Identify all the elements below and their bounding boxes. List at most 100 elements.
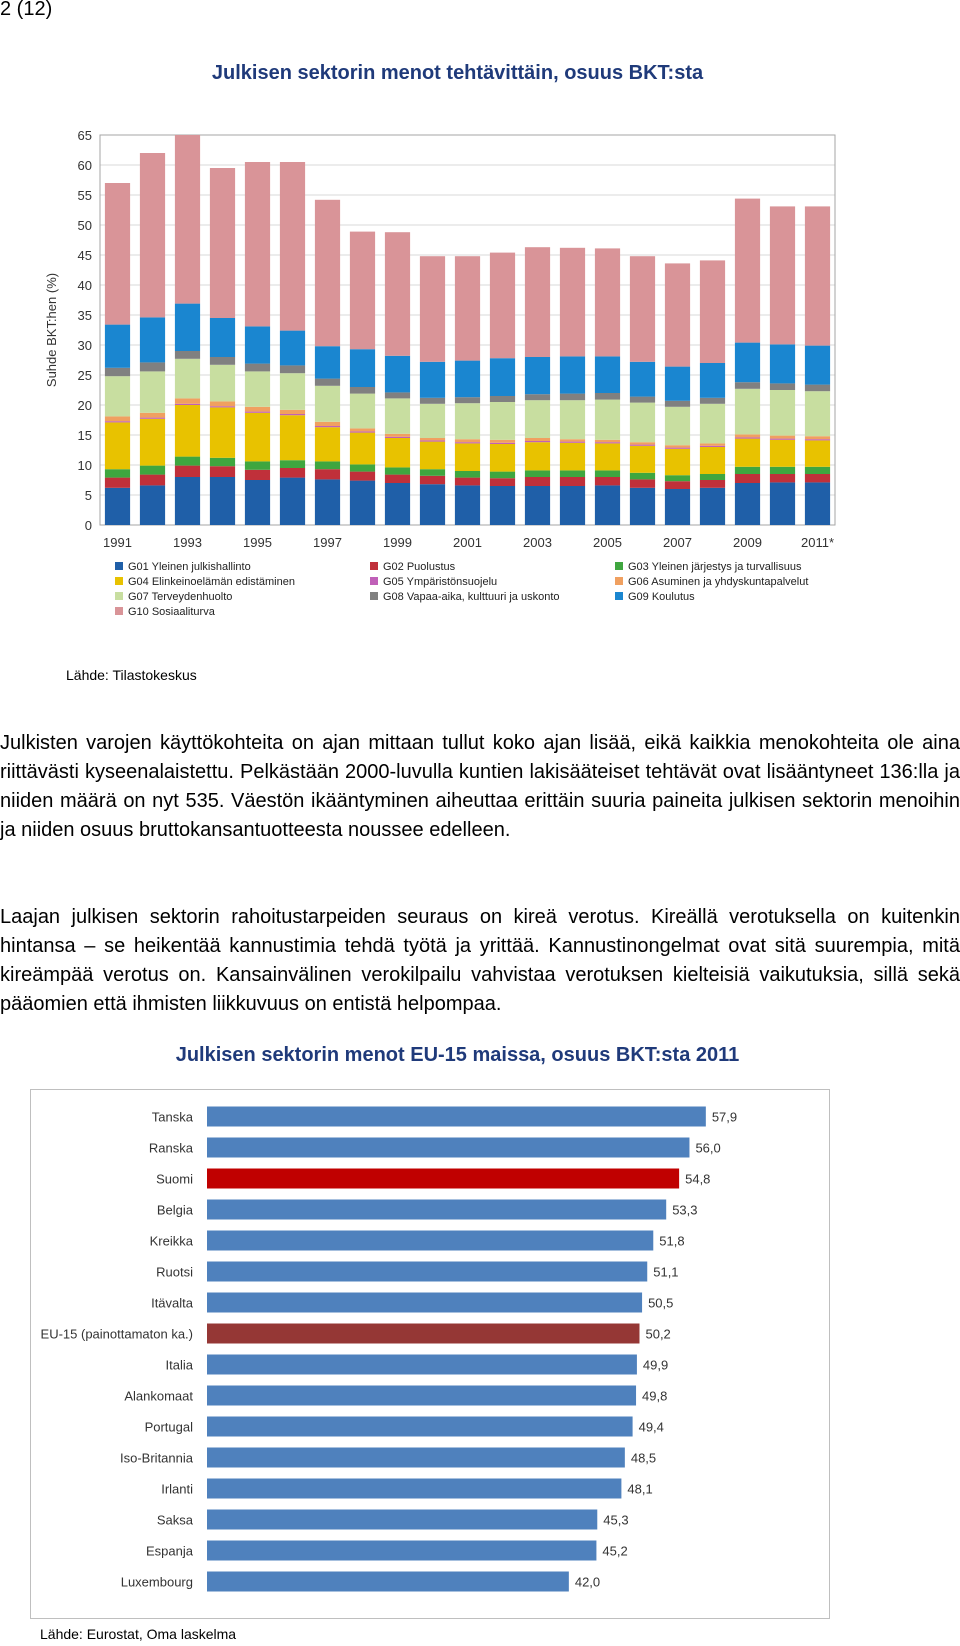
chart1-bar-segment — [594, 248, 621, 357]
chart1-bar-segment — [244, 480, 271, 525]
chart2-category-label: Luxembourg — [121, 1575, 193, 1590]
chart1-bar-segment — [489, 444, 516, 472]
chart2-value-label: 51,1 — [653, 1265, 678, 1280]
chart1-bar-segment — [454, 256, 481, 361]
chart1-bar-segment — [419, 440, 446, 442]
chart1-bar-segment — [279, 409, 306, 414]
chart1-y-tick-label: 5 — [85, 488, 92, 503]
page-number: 2 (12) — [0, 0, 53, 20]
chart1-bar-segment — [699, 445, 726, 447]
chart1-bar-segment — [349, 471, 376, 481]
chart1-bar-segment — [419, 403, 446, 438]
chart1-bar-segment — [244, 412, 271, 462]
chart1-bar-segment — [139, 465, 166, 475]
chart1-bar-segment — [139, 362, 166, 372]
chart1-bar-segment — [209, 466, 236, 477]
chart1-bar-segment — [769, 474, 796, 483]
chart1-bar-segment — [454, 485, 481, 525]
chart1-bar-segment — [209, 318, 236, 357]
chart1-bar-segment — [244, 162, 271, 327]
chart1-bar-segment — [804, 440, 831, 467]
chart1-legend-swatch — [370, 577, 378, 585]
chart1-legend-label: G04 Elinkeinoelämän edistäminen — [128, 576, 295, 588]
chart1-y-tick-label: 40 — [78, 278, 92, 293]
chart1-bar-segment — [594, 393, 621, 400]
chart1-bar-segment — [594, 443, 621, 471]
chart1-bar-segment — [734, 198, 761, 343]
chart1-x-tick-label: 1993 — [173, 535, 202, 550]
chart2-horizontal-bar-chart: Tanska 57,9 Ranska 56,0 Suomi 54,8 Belgia 53,3 K… — [30, 1089, 830, 1619]
chart2-value-label: 49,9 — [643, 1358, 668, 1373]
chart2-value-label: 57,9 — [712, 1110, 737, 1125]
chart1-x-tick-label: 2007 — [663, 535, 692, 550]
chart1-y-tick-label: 20 — [78, 398, 92, 413]
chart1-bar-segment — [454, 477, 481, 486]
chart1-y-tick-label: 25 — [78, 368, 92, 383]
chart1-bar-segment — [699, 397, 726, 404]
chart1-bar-segment — [104, 487, 131, 525]
chart1-bar-segment — [734, 483, 761, 525]
chart1-bar-segment — [454, 360, 481, 398]
chart1-bar-segment — [104, 469, 131, 478]
chart2-bar — [207, 1106, 706, 1127]
chart2-bar — [207, 1509, 598, 1530]
chart1-x-tick-label: 1997 — [313, 535, 342, 550]
chart1-bar-segment — [559, 247, 586, 357]
chart1-bar-segment — [384, 436, 411, 438]
chart1-bar-segment — [629, 396, 656, 403]
chart2-value-label: 42,0 — [575, 1575, 600, 1590]
chart1-bar-segment — [804, 482, 831, 525]
chart1-legend-swatch — [115, 607, 123, 615]
chart1-bar-segment — [349, 393, 376, 429]
chart1-bar-segment — [629, 472, 656, 480]
chart1-x-tick-label: 1995 — [243, 535, 272, 550]
chart1-legend-label: G08 Vapaa-aika, kulttuuri ja uskonto — [383, 591, 560, 603]
chart1-bar-segment — [384, 467, 411, 475]
chart2-category-label: Alankomaat — [124, 1389, 193, 1404]
chart1-bar-segment — [174, 398, 201, 404]
chart1-bar-segment — [244, 411, 271, 413]
chart1-bar-segment — [384, 398, 411, 434]
chart1-bar-segment — [769, 482, 796, 525]
chart1-bar-segment — [699, 474, 726, 480]
chart2-value-label: 54,8 — [685, 1172, 710, 1187]
chart2-title: Julkisen sektorin menot EU-15 maissa, os… — [175, 1044, 740, 1066]
chart1-bar-segment — [629, 402, 656, 443]
chart1-y-tick-label: 10 — [78, 458, 92, 473]
chart2-category-label: Tanska — [152, 1110, 194, 1125]
chart2-bar — [207, 1230, 654, 1251]
chart1-bar-segment — [804, 439, 831, 441]
chart1-y-tick-label: 45 — [78, 248, 92, 263]
chart1-bar-segment — [349, 480, 376, 525]
chart2-category-label: Saksa — [157, 1513, 194, 1528]
chart1-bar-segment — [419, 397, 446, 404]
chart1-x-tick-label: 2003 — [523, 535, 552, 550]
body-paragraph-1: Julkisten varojen käyttökohteita on ajan… — [0, 732, 960, 841]
chart1-bar-segment — [699, 260, 726, 363]
chart1-y-tick-label: 65 — [78, 128, 92, 143]
chart1-bar-segment — [629, 479, 656, 488]
chart1-bar-segment — [734, 466, 761, 474]
chart1-bar-segment — [629, 445, 656, 473]
chart1-bar-segment — [279, 477, 306, 525]
chart2-value-label: 45,2 — [602, 1544, 627, 1559]
chart1-bar-segment — [769, 344, 796, 384]
chart1-bar-segment — [594, 477, 621, 486]
chart2-value-label: 50,2 — [645, 1327, 670, 1342]
chart1-bar-segment — [174, 456, 201, 466]
chart1-bar-segment — [559, 393, 586, 401]
chart1-legend-label: G09 Koulutus — [628, 591, 695, 603]
chart1-bar-segment — [209, 168, 236, 318]
chart1-bar-segment — [524, 357, 551, 395]
chart2-bar — [207, 1323, 640, 1344]
chart1-bar-segment — [664, 447, 691, 449]
chart1-bar-segment — [629, 256, 656, 362]
chart1-bar-segment — [139, 371, 166, 413]
chart1-bar-segment — [384, 355, 411, 393]
chart1-bar-segment — [594, 470, 621, 477]
chart1-x-tick-label: 2009 — [733, 535, 762, 550]
chart1-bar-segment — [104, 376, 131, 417]
chart1-bar-segment — [699, 403, 726, 444]
chart2-category-label: Ruotsi — [156, 1265, 193, 1280]
chart2-bar — [207, 1540, 597, 1561]
